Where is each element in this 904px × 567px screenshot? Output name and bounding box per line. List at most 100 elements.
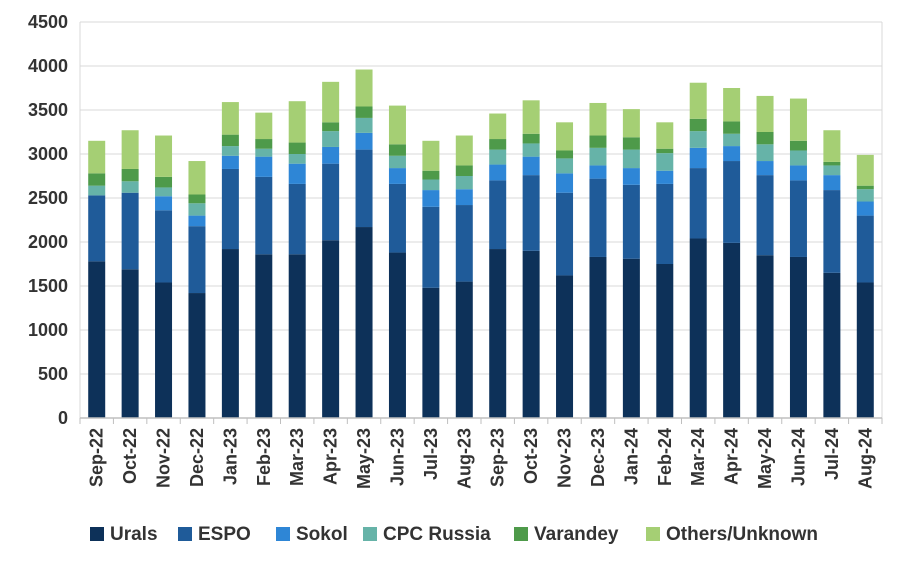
bar-segment <box>522 250 540 418</box>
x-tick-label: Sep-22 <box>87 428 107 487</box>
bar-segment <box>422 287 440 418</box>
x-tick-label: Oct-23 <box>521 428 541 484</box>
x-tick-label: Nov-23 <box>555 428 575 488</box>
bar-segment <box>322 122 340 132</box>
bar-segment <box>489 249 507 418</box>
bar-segment <box>689 82 707 119</box>
legend-swatch <box>276 527 290 541</box>
y-tick-label: 4000 <box>28 56 68 76</box>
bar-segment <box>556 150 574 159</box>
bar-segment <box>489 113 507 140</box>
bar-segment <box>723 121 741 134</box>
bar-segment <box>288 183 306 255</box>
bar-segment <box>856 189 874 202</box>
bar-segment <box>221 134 239 147</box>
legend-label: Others/Unknown <box>666 524 818 545</box>
x-tick-label: Nov-22 <box>154 428 174 488</box>
legend-swatch <box>178 527 192 541</box>
bar-segment <box>489 149 507 165</box>
bar-segment <box>288 142 306 154</box>
bar-segment <box>556 173 574 193</box>
bar-segment <box>288 154 306 164</box>
bar-segment <box>155 176 173 188</box>
x-tick-label: Oct-22 <box>120 428 140 484</box>
bar-segment <box>322 240 340 418</box>
bar-segment <box>121 130 139 169</box>
bar-segment <box>255 156 273 177</box>
bar-segment <box>255 112 273 140</box>
bar-segment <box>88 185 106 196</box>
bar-segment <box>221 146 239 156</box>
bar-segment <box>322 163 340 241</box>
bar-segment <box>489 180 507 250</box>
bar-segment <box>121 168 139 182</box>
bar-segment <box>656 264 674 418</box>
bar-segment <box>88 173 106 186</box>
bar-segment <box>355 149 373 228</box>
legend-swatch <box>363 527 377 541</box>
bar-segment <box>823 190 841 273</box>
bar-segment <box>522 156 540 176</box>
bar-segment <box>388 168 406 184</box>
bar-segment <box>322 131 340 147</box>
legend-swatch <box>514 527 528 541</box>
y-tick-label: 4500 <box>28 12 68 32</box>
bar-segment <box>422 179 440 191</box>
bar-segment <box>221 168 239 250</box>
bar-segment <box>422 206 440 288</box>
bar-segment <box>589 178 607 257</box>
bar-segment <box>789 140 807 151</box>
y-tick-label: 3000 <box>28 144 68 164</box>
bar-segment <box>422 170 440 180</box>
y-tick-label: 0 <box>58 408 68 428</box>
bar-segment <box>823 130 841 162</box>
x-tick-label: Aug-24 <box>855 428 875 489</box>
bar-segment <box>288 163 306 184</box>
x-tick-label: Jun-23 <box>387 428 407 486</box>
bar-segment <box>155 135 173 177</box>
bar-segment <box>522 133 540 144</box>
bar-segment <box>556 275 574 418</box>
bar-segment <box>88 261 106 418</box>
bar-segment <box>121 192 139 270</box>
x-tick-label: Aug-23 <box>454 428 474 489</box>
bar-segment <box>455 176 473 190</box>
bar-segment <box>823 161 841 166</box>
bar-segment <box>188 194 206 204</box>
legend-swatch <box>646 527 660 541</box>
bar-segment <box>589 165 607 179</box>
bar-segment <box>155 282 173 418</box>
bar-segment <box>221 102 239 135</box>
y-tick-label: 2500 <box>28 188 68 208</box>
bar-segment <box>255 148 273 157</box>
bar-segment <box>155 210 173 283</box>
x-tick-label: Dec-23 <box>588 428 608 487</box>
bar-segment <box>522 175 540 251</box>
bar-segment <box>589 147 607 166</box>
bar-segment <box>789 98 807 141</box>
bar-segment <box>88 195 106 262</box>
x-tick-label: Jun-24 <box>788 428 808 486</box>
x-tick-label: Feb-23 <box>254 428 274 486</box>
x-tick-label: Jul-24 <box>822 428 842 480</box>
x-tick-label: Feb-24 <box>655 428 675 486</box>
bar-segment <box>622 258 640 418</box>
bar-segment <box>689 168 707 239</box>
bar-segment <box>723 133 741 147</box>
bar-segment <box>188 215 206 227</box>
bar-segment <box>622 149 640 169</box>
x-tick-label: Sep-23 <box>488 428 508 487</box>
bar-segment <box>689 238 707 418</box>
bar-segment <box>322 81 340 123</box>
bar-segment <box>622 168 640 185</box>
bar-segment <box>522 100 540 134</box>
legend-label: Sokol <box>296 524 348 545</box>
bar-segment <box>422 190 440 207</box>
bar-segment <box>622 184 640 259</box>
bar-segment <box>856 282 874 418</box>
bar-segment <box>823 175 841 191</box>
bar-segment <box>656 183 674 264</box>
bar-segment <box>221 249 239 418</box>
bar-segment <box>322 146 340 164</box>
bar-segment <box>789 256 807 418</box>
